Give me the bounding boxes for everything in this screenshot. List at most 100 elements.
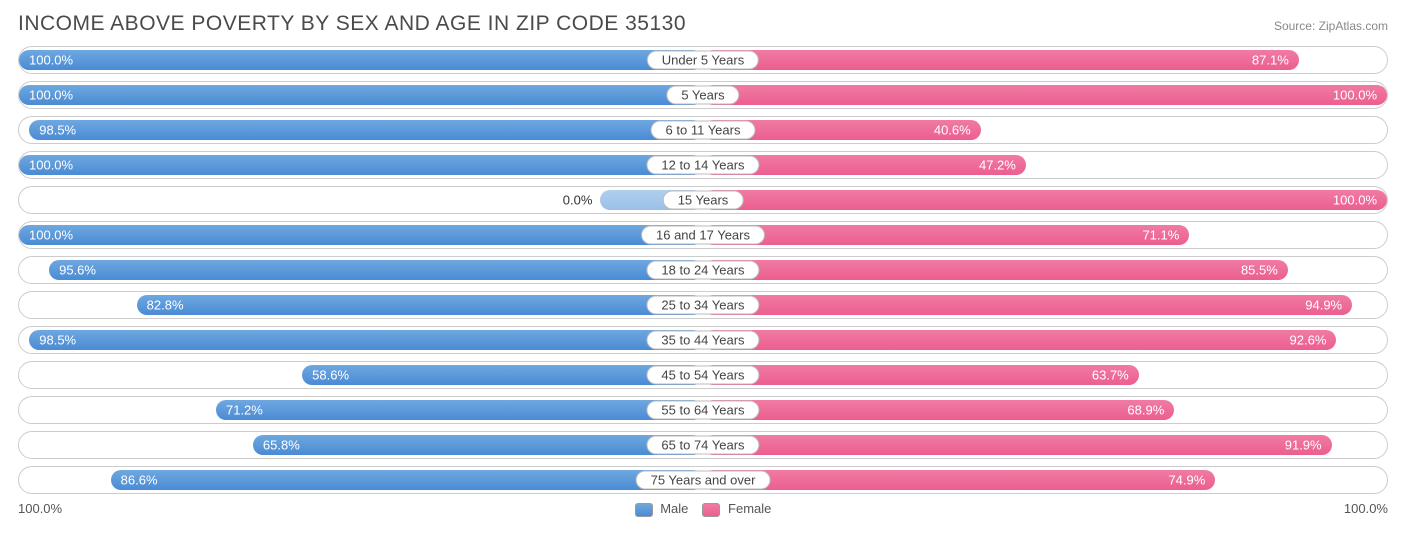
male-value: 71.2% bbox=[216, 403, 263, 418]
male-bar bbox=[19, 155, 703, 175]
female-bar bbox=[703, 365, 1139, 385]
chart-header: INCOME ABOVE POVERTY BY SEX AND AGE IN Z… bbox=[18, 12, 1388, 36]
male-value: 95.6% bbox=[49, 263, 96, 278]
male-half: 82.8% bbox=[19, 292, 703, 318]
female-bar bbox=[703, 260, 1288, 280]
chart-row: 0.0% 100.0% 15 Years bbox=[18, 186, 1388, 214]
female-half: 47.2% bbox=[703, 152, 1387, 178]
category-label: 25 to 34 Years bbox=[646, 296, 759, 315]
male-bar bbox=[19, 225, 703, 245]
category-label: 18 to 24 Years bbox=[646, 261, 759, 280]
male-half: 100.0% bbox=[19, 222, 703, 248]
male-value: 65.8% bbox=[253, 438, 300, 453]
female-bar bbox=[703, 225, 1189, 245]
legend-female-label: Female bbox=[728, 501, 771, 516]
diverging-bar-chart: 100.0%87.1%Under 5 Years100.0%100.0%5 Ye… bbox=[18, 46, 1388, 494]
axis-left-label: 100.0% bbox=[18, 501, 62, 516]
female-bar bbox=[703, 435, 1332, 455]
category-label: 55 to 64 Years bbox=[646, 401, 759, 420]
category-label: 12 to 14 Years bbox=[646, 156, 759, 175]
male-bar bbox=[302, 365, 703, 385]
male-half: 100.0% bbox=[19, 82, 703, 108]
chart-row: 95.6% 85.5% 18 to 24 Years bbox=[18, 256, 1388, 284]
female-value: 74.9% bbox=[1168, 473, 1215, 488]
chart-row: 98.5% 92.6% 35 to 44 Years bbox=[18, 326, 1388, 354]
chart-row: 82.8% 94.9% 25 to 34 Years bbox=[18, 291, 1388, 319]
male-value: 98.5% bbox=[29, 123, 76, 138]
female-half: 94.9% bbox=[703, 292, 1387, 318]
category-label: 35 to 44 Years bbox=[646, 331, 759, 350]
chart-row: 71.2% 68.9% 55 to 64 Years bbox=[18, 396, 1388, 424]
male-value: 100.0% bbox=[19, 88, 73, 103]
chart-footer: 100.0% Male Female 100.0% bbox=[18, 501, 1388, 517]
male-value: 100.0% bbox=[19, 53, 73, 68]
female-half: 91.9% bbox=[703, 432, 1387, 458]
chart-row: 65.8% 91.9% 65 to 74 Years bbox=[18, 431, 1388, 459]
male-value: 86.6% bbox=[111, 473, 158, 488]
female-value: 63.7% bbox=[1092, 368, 1139, 383]
female-swatch-icon bbox=[702, 503, 720, 517]
chart-title: INCOME ABOVE POVERTY BY SEX AND AGE IN Z… bbox=[18, 12, 686, 36]
female-half: 85.5% bbox=[703, 257, 1387, 283]
female-half: 68.9% bbox=[703, 397, 1387, 423]
chart-row: 58.6% 63.7% 45 to 54 Years bbox=[18, 361, 1388, 389]
male-bar bbox=[29, 120, 703, 140]
female-value: 47.2% bbox=[979, 158, 1026, 173]
male-half: 98.5% bbox=[19, 117, 703, 143]
male-half: 0.0% bbox=[19, 187, 703, 213]
legend-item-male: Male bbox=[635, 501, 689, 517]
female-half: 100.0% bbox=[703, 82, 1387, 108]
female-half: 40.6% bbox=[703, 117, 1387, 143]
female-value: 85.5% bbox=[1241, 263, 1288, 278]
category-label: 6 to 11 Years bbox=[651, 121, 756, 140]
category-label: 45 to 54 Years bbox=[646, 366, 759, 385]
chart-row: 100.0%100.0%5 Years bbox=[18, 81, 1388, 109]
male-bar bbox=[49, 260, 703, 280]
female-value: 91.9% bbox=[1285, 438, 1332, 453]
category-label: 15 Years bbox=[663, 191, 744, 210]
chart-source: Source: ZipAtlas.com bbox=[1274, 19, 1388, 33]
female-value: 87.1% bbox=[1252, 53, 1299, 68]
male-half: 65.8% bbox=[19, 432, 703, 458]
category-label: Under 5 Years bbox=[647, 51, 759, 70]
male-value: 100.0% bbox=[19, 228, 73, 243]
female-value: 94.9% bbox=[1305, 298, 1352, 313]
female-bar bbox=[703, 85, 1387, 105]
male-bar bbox=[111, 470, 703, 490]
female-half: 100.0% bbox=[703, 187, 1387, 213]
male-bar bbox=[19, 50, 703, 70]
male-half: 100.0% bbox=[19, 152, 703, 178]
female-bar bbox=[703, 295, 1352, 315]
male-bar bbox=[137, 295, 703, 315]
male-value: 82.8% bbox=[137, 298, 184, 313]
male-value: 98.5% bbox=[29, 333, 76, 348]
category-label: 5 Years bbox=[666, 86, 739, 105]
category-label: 65 to 74 Years bbox=[646, 436, 759, 455]
chart-row: 100.0% 87.1% Under 5 Years bbox=[18, 46, 1388, 74]
male-value: 100.0% bbox=[19, 158, 73, 173]
male-swatch-icon bbox=[635, 503, 653, 517]
female-value: 92.6% bbox=[1290, 333, 1337, 348]
female-value: 100.0% bbox=[1333, 193, 1387, 208]
category-label: 75 Years and over bbox=[636, 471, 771, 490]
female-bar bbox=[703, 50, 1299, 70]
female-half: 92.6% bbox=[703, 327, 1387, 353]
chart-row: 98.5% 40.6%6 to 11 Years bbox=[18, 116, 1388, 144]
female-value: 71.1% bbox=[1142, 228, 1189, 243]
female-value: 68.9% bbox=[1127, 403, 1174, 418]
female-half: 71.1% bbox=[703, 222, 1387, 248]
male-half: 58.6% bbox=[19, 362, 703, 388]
female-bar bbox=[703, 190, 1387, 210]
female-bar bbox=[703, 330, 1336, 350]
male-bar bbox=[216, 400, 703, 420]
male-half: 95.6% bbox=[19, 257, 703, 283]
male-bar bbox=[253, 435, 703, 455]
male-half: 71.2% bbox=[19, 397, 703, 423]
female-half: 63.7% bbox=[703, 362, 1387, 388]
male-bar bbox=[19, 85, 703, 105]
male-half: 86.6% bbox=[19, 467, 703, 493]
female-half: 87.1% bbox=[703, 47, 1387, 73]
female-bar bbox=[703, 400, 1174, 420]
chart-row: 86.6% 74.9% 75 Years and over bbox=[18, 466, 1388, 494]
legend-item-female: Female bbox=[702, 501, 771, 517]
